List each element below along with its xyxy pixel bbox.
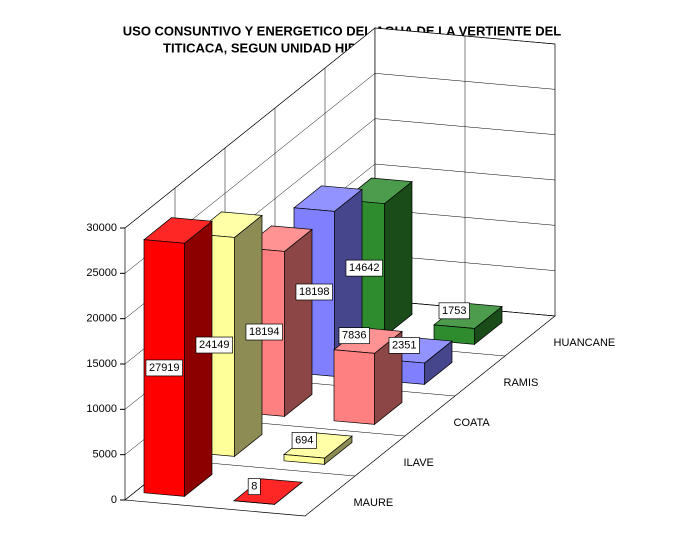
x-tick-label: ILAVE xyxy=(404,457,434,469)
bar xyxy=(143,217,213,498)
bar-front xyxy=(233,500,275,505)
x-tick-label: RAMIS xyxy=(504,377,539,389)
bar-front xyxy=(433,324,475,345)
value-label: 2351 xyxy=(392,339,416,351)
value-label: 18194 xyxy=(249,326,280,338)
value-label: 7836 xyxy=(342,330,366,342)
x-tick-label: MAURE xyxy=(354,497,394,509)
value-label: 8 xyxy=(251,481,257,493)
bar xyxy=(333,327,403,426)
y-tick-label: 0 xyxy=(111,494,117,506)
x-tick-label: HUANCANE xyxy=(554,337,616,349)
grid-line xyxy=(124,27,556,229)
grid-line xyxy=(124,73,556,274)
bar-side xyxy=(284,228,313,418)
value-label-box xyxy=(388,337,420,354)
y-tick-label: 20000 xyxy=(86,313,117,325)
value-label-box xyxy=(338,327,370,345)
value-label: 24149 xyxy=(199,339,230,351)
bar-side xyxy=(184,220,213,498)
bar-front xyxy=(333,349,375,425)
value-label-box xyxy=(145,359,183,377)
bar-front xyxy=(283,454,325,465)
value-label-box xyxy=(345,259,383,277)
y-tick-label: 5000 xyxy=(93,449,117,461)
value-label: 18198 xyxy=(299,286,330,298)
chart-title: USO CONSUNTIVO Y ENERGETICO DEL AGUA DE … xyxy=(123,23,561,38)
x-tick-label: COATA xyxy=(454,417,491,429)
value-label-box xyxy=(295,283,333,301)
value-label: 14642 xyxy=(349,262,380,274)
value-label-box xyxy=(195,336,233,354)
y-tick-label: 30000 xyxy=(86,222,117,234)
value-label: 694 xyxy=(295,434,313,446)
value-label: 27919 xyxy=(149,362,180,374)
bar xyxy=(233,478,303,506)
y-tick-label: 15000 xyxy=(86,358,117,370)
value-label-box xyxy=(245,323,283,341)
value-label-box xyxy=(247,478,261,495)
value-label-box xyxy=(438,302,470,320)
value-label-box xyxy=(291,432,317,449)
y-tick-label: 10000 xyxy=(86,403,117,415)
bar-side xyxy=(384,180,413,338)
value-label: 1753 xyxy=(442,305,466,317)
y-tick-label: 25000 xyxy=(86,267,117,279)
